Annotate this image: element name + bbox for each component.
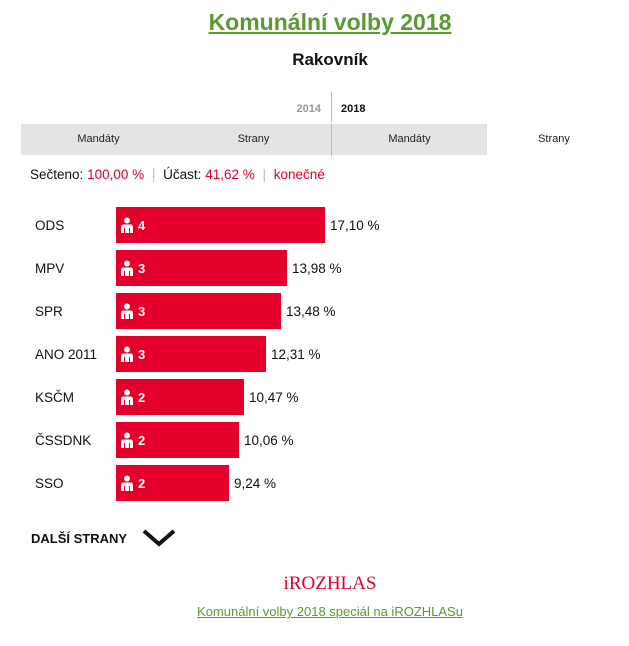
seat-count: 2 — [120, 388, 145, 406]
status-separator: | — [262, 167, 267, 182]
result-bar: 3 — [116, 336, 266, 372]
municipality-name: Rakovník — [292, 50, 368, 69]
seat-count-value: 3 — [138, 260, 146, 276]
percentage-label: 13,48 % — [286, 304, 336, 319]
party-name: ČSSDNK — [35, 433, 92, 448]
counted-value: 100,00 % — [87, 167, 145, 182]
chevron-down-icon — [142, 529, 176, 547]
seat-count: 3 — [120, 259, 145, 277]
person-icon — [121, 432, 133, 448]
person-icon — [121, 260, 133, 276]
party-row: ANO 2011 3 12,31 % — [0, 336, 629, 374]
party-name: KSČM — [35, 390, 75, 405]
year-divider — [331, 92, 332, 122]
page-title[interactable]: Komunální volby 2018 — [0, 9, 629, 36]
counted-label: Sečteno: — [30, 167, 84, 182]
party-name: SPR — [35, 304, 63, 319]
percentage-label: 10,47 % — [249, 390, 299, 405]
party-row: ODS 4 17,10 % — [0, 207, 629, 245]
party-name: MPV — [35, 261, 65, 276]
result-bar: 2 — [116, 422, 239, 458]
result-bar: 2 — [116, 465, 229, 501]
year-selector: 2014 2018 — [21, 92, 486, 122]
final-status: konečné — [273, 167, 325, 182]
turnout-value: 41,62 % — [205, 167, 255, 182]
seat-count-value: 2 — [138, 432, 146, 448]
footer-link[interactable]: Komunální volby 2018 speciál na iROZHLAS… — [197, 604, 463, 619]
tab-2018-strany[interactable]: Strany — [538, 133, 570, 145]
title-link[interactable]: Komunální volby 2018 — [208, 9, 452, 35]
result-bar: 3 — [116, 250, 287, 286]
party-name: SSO — [35, 476, 64, 491]
percentage-label: 12,31 % — [271, 347, 321, 362]
more-parties-label: DALŠÍ STRANY — [31, 530, 128, 546]
tab-2014-mandaty[interactable]: Mandáty — [21, 124, 176, 155]
seat-count: 3 — [120, 302, 145, 320]
seat-count-value: 2 — [138, 475, 146, 491]
irozhlas-logo[interactable]: iROZHLAS — [283, 573, 377, 594]
seat-count-value: 2 — [138, 389, 146, 405]
party-row: ČSSDNK 2 10,06 % — [0, 422, 629, 460]
year-2018-label[interactable]: 2018 — [341, 103, 366, 115]
seat-count: 4 — [120, 216, 145, 234]
seat-count-value: 3 — [138, 346, 146, 362]
more-parties-button[interactable]: DALŠÍ STRANY — [31, 525, 177, 551]
seat-count: 2 — [120, 431, 145, 449]
year-2014-label[interactable]: 2014 — [296, 103, 321, 115]
party-row: SSO 2 9,24 % — [0, 465, 629, 503]
party-name: ANO 2011 — [35, 347, 98, 362]
count-status: Sečteno: 100,00 % | Účast: 41,62 % | kon… — [30, 167, 325, 182]
result-bar: 3 — [116, 293, 281, 329]
person-icon — [121, 389, 133, 405]
person-icon — [121, 475, 133, 491]
result-bar: 4 — [116, 207, 325, 243]
percentage-label: 10,06 % — [244, 433, 294, 448]
seat-count: 2 — [120, 474, 145, 492]
percentage-label: 17,10 % — [330, 218, 380, 233]
percentage-label: 13,98 % — [292, 261, 342, 276]
status-separator: | — [151, 167, 156, 182]
percentage-label: 9,24 % — [234, 476, 277, 491]
tab-divider — [331, 124, 332, 156]
person-icon — [121, 217, 133, 233]
result-bar: 2 — [116, 379, 244, 415]
seat-count-value: 3 — [138, 303, 146, 319]
view-tabs: Mandáty Strany Mandáty Strany — [21, 124, 621, 156]
turnout-label: Účast: — [163, 167, 202, 182]
party-row: KSČM 2 10,47 % — [0, 379, 629, 417]
seat-count-value: 4 — [138, 217, 146, 233]
party-row: MPV 3 13,98 % — [0, 250, 629, 288]
tab-2014-strany[interactable]: Strany — [176, 124, 331, 155]
party-row: SPR 3 13,48 % — [0, 293, 629, 331]
party-name: ODS — [35, 218, 65, 233]
seat-count: 3 — [120, 345, 145, 363]
person-icon — [121, 346, 133, 362]
tab-2018-mandaty[interactable]: Mandáty — [332, 124, 487, 155]
person-icon — [121, 303, 133, 319]
